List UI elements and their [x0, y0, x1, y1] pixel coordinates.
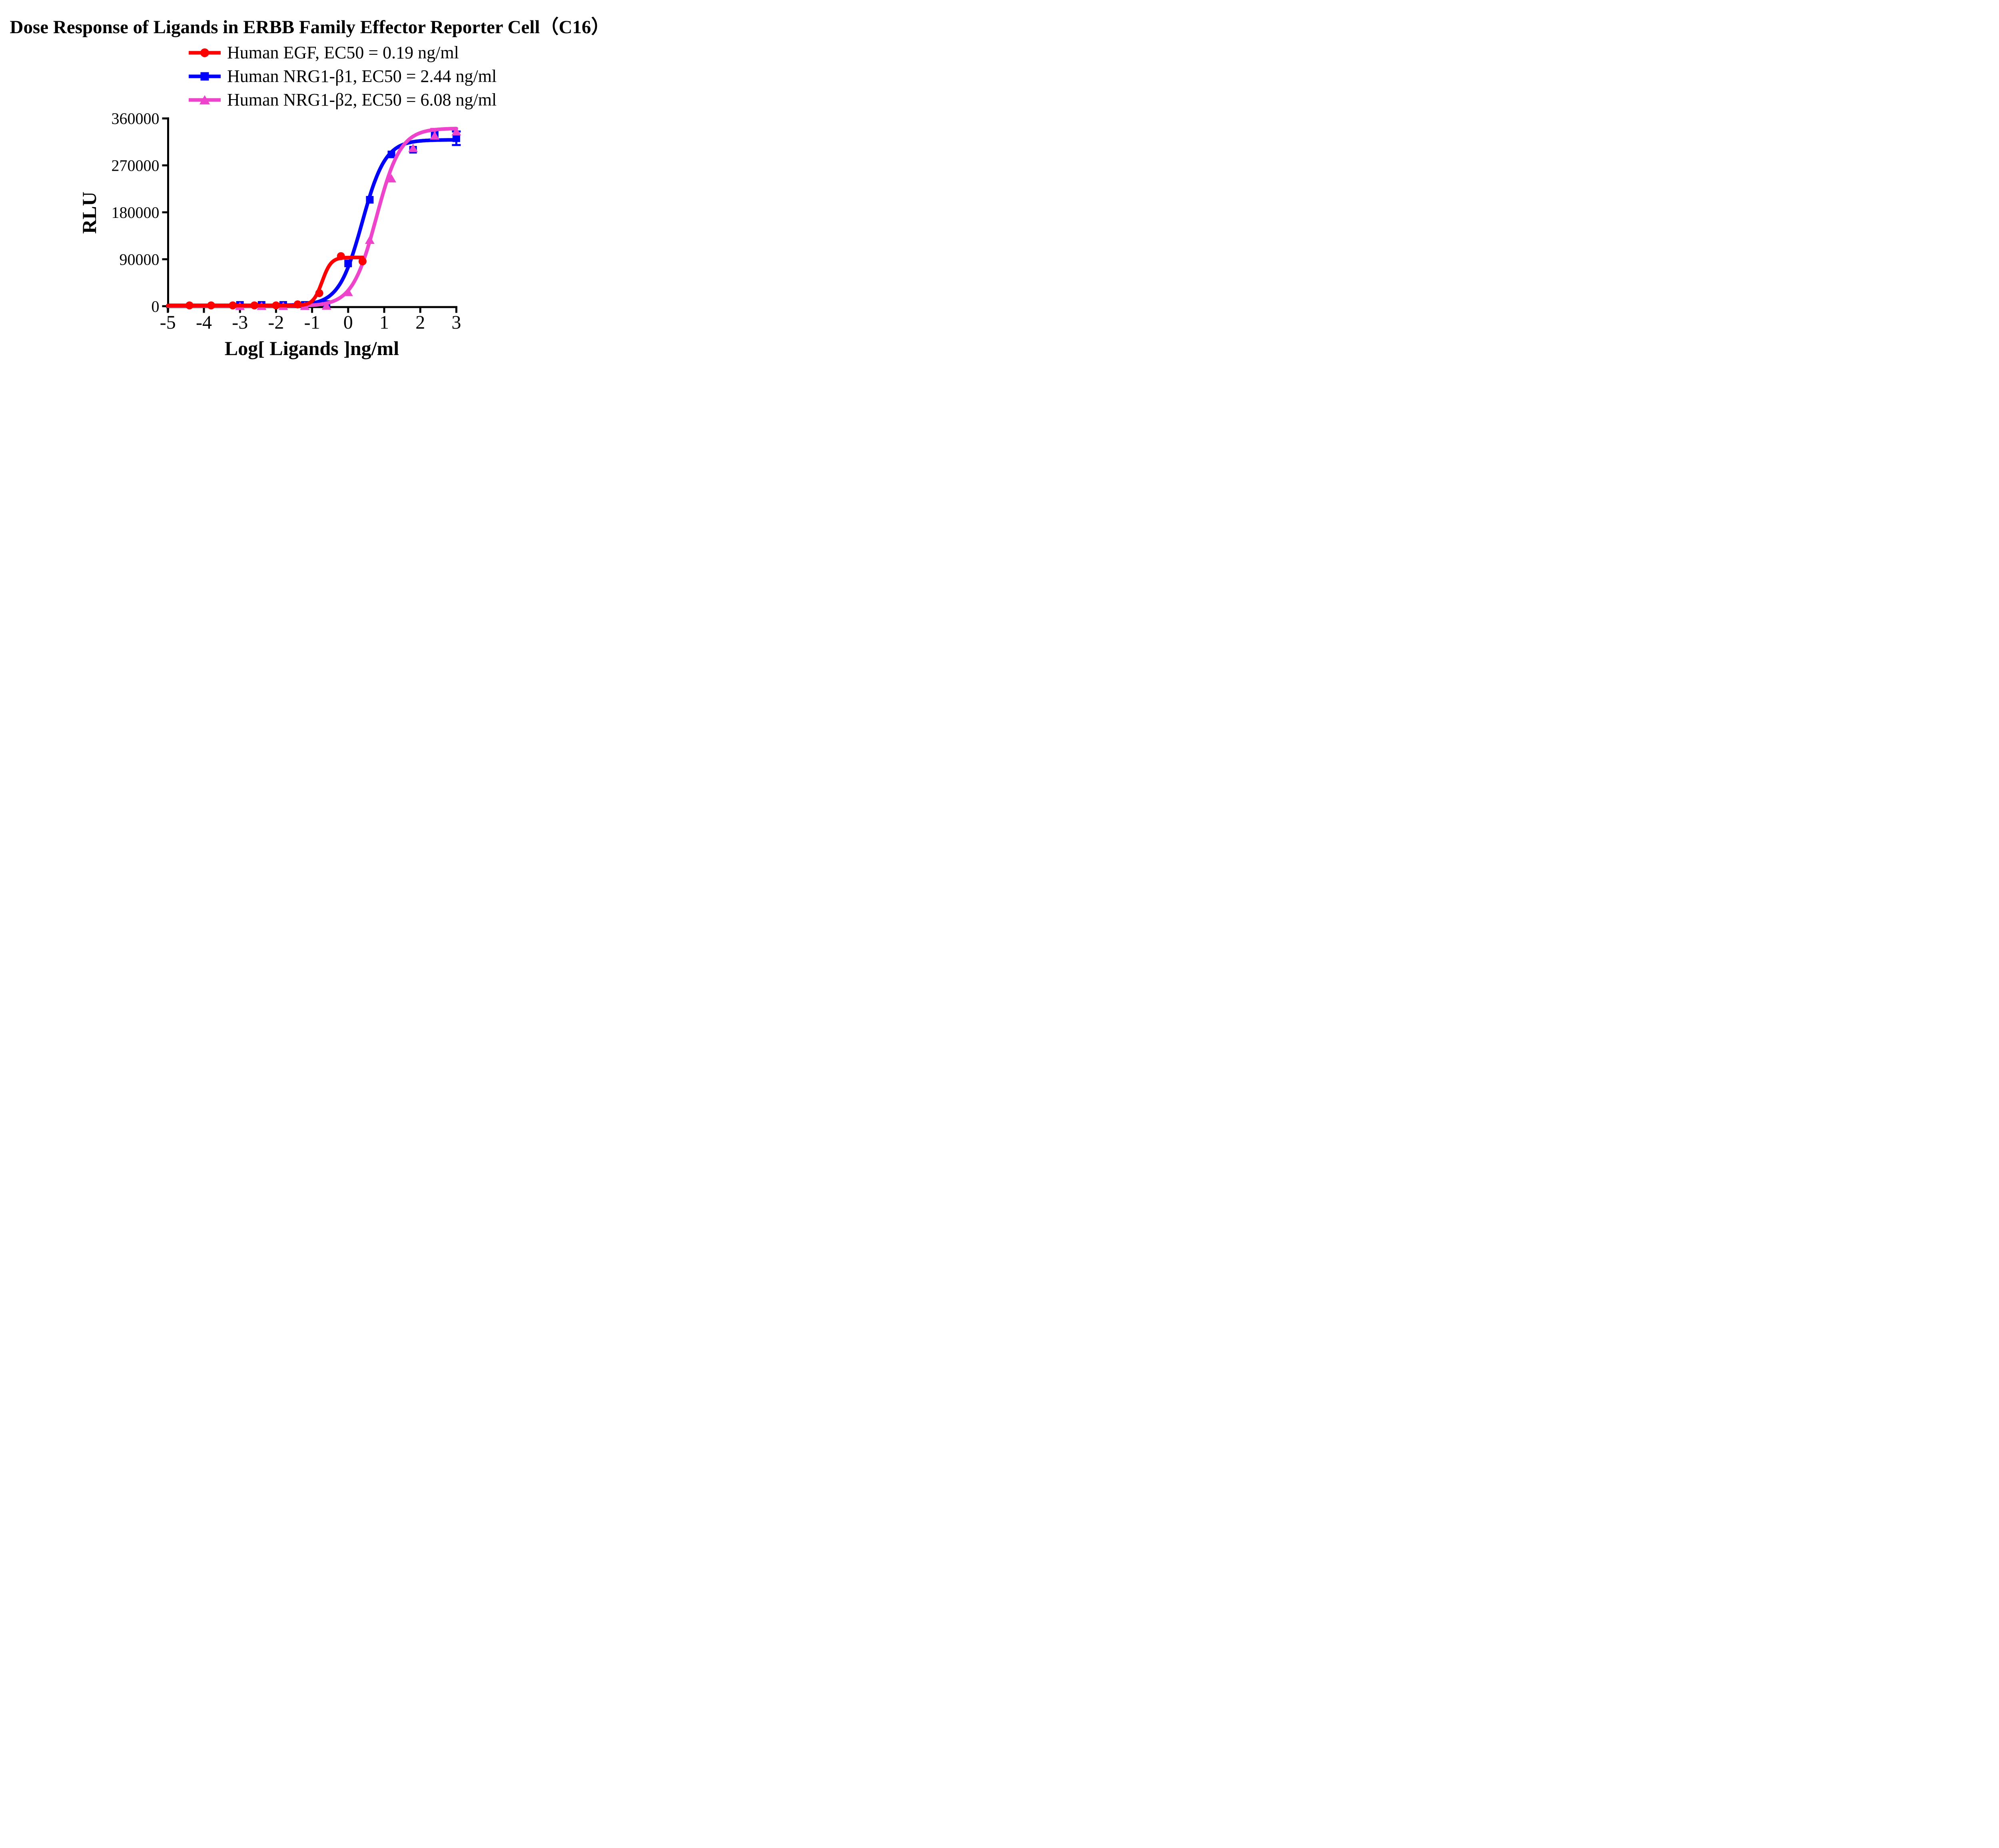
human-nrg1-b2-marker-2.4	[430, 131, 440, 140]
dose-response-figure: Dose Response of Ligands in ERBB Family …	[0, 0, 620, 369]
y-tick-0	[162, 305, 167, 307]
x-tick-label--2: -2	[268, 312, 284, 333]
x-tick--1	[311, 308, 313, 313]
legend: Human EGF, EC50 = 0.19 ng/ml Human NRG1-β…	[188, 41, 497, 112]
y-tick-label-270000: 270000	[112, 157, 160, 175]
x-tick-label-0: 0	[343, 312, 353, 333]
x-tick-label--3: -3	[232, 312, 248, 333]
legend-marker-human-egf-icon	[189, 48, 221, 57]
human-egf-marker--1.4	[293, 300, 302, 309]
y-tick-label-180000: 180000	[112, 204, 160, 222]
human-nrg1-b2-marker-0.6	[365, 235, 375, 244]
legend-item-human-egf: Human EGF, EC50 = 0.19 ng/ml	[188, 41, 497, 64]
x-tick-label-3: 3	[451, 312, 461, 333]
x-tick-label--1: -1	[304, 312, 320, 333]
human-nrg1-b2-marker-3	[451, 127, 461, 136]
x-axis: -5 -4 -3 -2 -1 0 1 2 3 Log[ Ligands ]ng/ml	[160, 306, 461, 359]
y-tick-label-360000: 360000	[112, 110, 160, 128]
x-tick-1	[383, 308, 385, 313]
legend-square-human-nrg1-b1	[200, 72, 209, 80]
y-tick-label-0: 0	[152, 297, 160, 315]
x-tick--4	[203, 308, 205, 313]
legend-item-human-nrg1-b1: Human NRG1-β1, EC50 = 2.44 ng/ml	[188, 64, 497, 88]
x-axis-title: Log[ Ligands ]ng/ml	[225, 337, 399, 359]
x-tick-label--5: -5	[160, 312, 176, 333]
human-nrg1-b2-marker--0.6	[321, 301, 331, 310]
y-axis: 0 90000 180000 270000 360000 RLU	[78, 110, 169, 315]
human-nrg1-b1-marker-0	[344, 259, 352, 267]
human-egf-marker--4.4	[185, 301, 194, 309]
human-nrg1-b2-marker-1.8	[408, 144, 418, 152]
human-nrg1-b1-error-cap-down	[452, 144, 461, 146]
y-tick-90000	[162, 258, 167, 260]
human-egf-marker--0.8	[315, 289, 323, 297]
human-egf-marker--2.6	[250, 301, 259, 309]
human-egf-marker--3.8	[207, 301, 215, 309]
legend-marker-human-nrg1-b2-icon	[189, 95, 221, 104]
series-human-nrg1-b1	[166, 130, 461, 309]
human-nrg1-b1-marker-1.2	[387, 150, 395, 158]
human-egf-marker-0.4	[358, 257, 367, 265]
x-tick-0	[347, 308, 349, 313]
x-axis-spine	[166, 306, 457, 308]
y-tick-180000	[162, 211, 167, 214]
human-nrg1-b2-error-cap-up	[430, 128, 439, 130]
x-tick-label--4: -4	[196, 312, 212, 333]
y-axis-spine	[167, 117, 169, 312]
x-tick-2	[419, 308, 421, 313]
dose-response-chart: -5 -4 -3 -2 -1 0 1 2 3 Log[ Ligands ]ng/ml 0 90000 1…	[78, 110, 461, 359]
y-tick-label-90000: 90000	[120, 250, 160, 268]
legend-label-human-nrg1-b2: Human NRG1-β2, EC50 = 6.08 ng/ml	[227, 90, 497, 110]
human-egf-marker--2	[272, 301, 280, 309]
series-human-nrg1-b2	[166, 127, 461, 310]
x-tick-label-2: 2	[415, 312, 425, 333]
human-nrg1-b2-marker-0	[343, 287, 353, 296]
legend-item-human-nrg1-b2: Human NRG1-β2, EC50 = 6.08 ng/ml	[188, 88, 497, 112]
x-tick--3	[239, 308, 241, 313]
y-tick-360000	[162, 117, 167, 120]
legend-label-human-nrg1-b1: Human NRG1-β1, EC50 = 2.44 ng/ml	[227, 66, 497, 86]
y-tick-270000	[162, 164, 167, 167]
legend-circle-human-egf	[200, 48, 209, 57]
legend-marker-human-nrg1-b1-icon	[189, 72, 221, 80]
human-nrg1-b2-marker-1.2	[387, 174, 397, 183]
x-tick-3	[455, 308, 457, 313]
human-nrg1-b1-marker-0.6	[366, 196, 374, 204]
human-egf-marker--0.2	[337, 252, 345, 260]
y-axis-title: RLU	[78, 192, 100, 234]
human-nrg1-b1-fit-curve	[166, 138, 458, 307]
x-tick-label-1: 1	[379, 312, 389, 333]
human-nrg1-b2-fit-curve	[166, 127, 458, 308]
series-human-egf	[166, 252, 367, 309]
legend-label-human-egf: Human EGF, EC50 = 0.19 ng/ml	[227, 43, 459, 62]
human-nrg1-b1-marker-3	[452, 134, 460, 142]
human-egf-marker--3.2	[229, 301, 237, 309]
legend-triangle-human-nrg1-b2	[200, 95, 210, 104]
human-egf-fit-curve	[166, 255, 365, 307]
chart-title: Dose Response of Ligands in ERBB Family …	[10, 17, 610, 38]
x-tick--2	[275, 308, 277, 313]
